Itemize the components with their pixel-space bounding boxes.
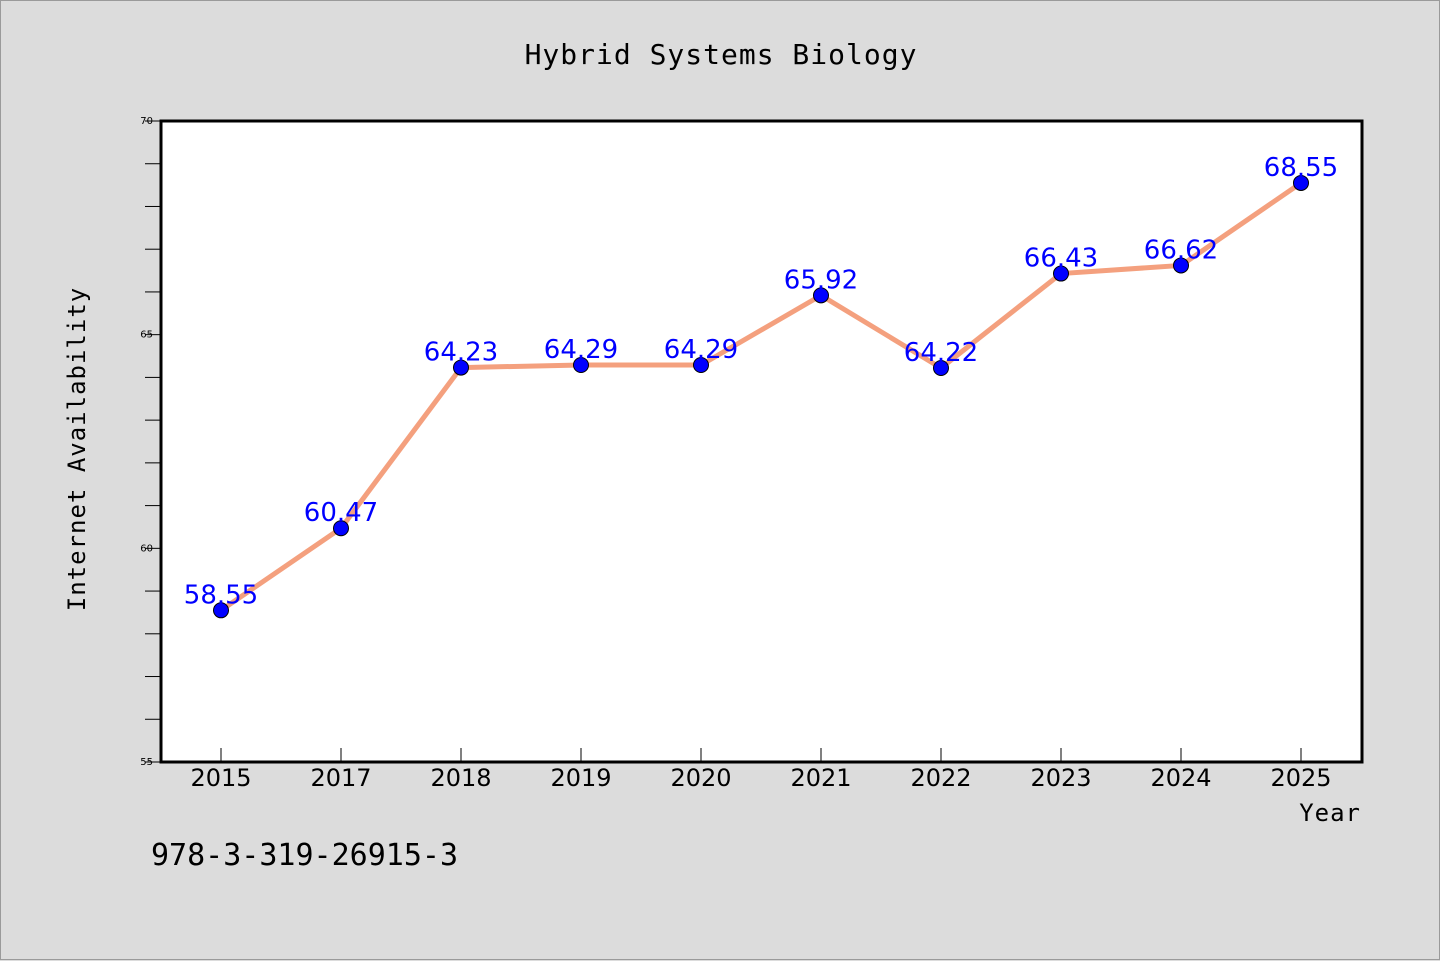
data-label: 64.29 xyxy=(664,335,738,365)
x-tick-label: 2017 xyxy=(310,764,371,792)
data-point xyxy=(573,357,589,374)
data-label: 68.55 xyxy=(1264,153,1338,183)
y-axis-label: Internet Availability xyxy=(63,287,91,611)
data-label: 60.47 xyxy=(304,498,378,528)
y-tick-label: 55 xyxy=(140,757,153,768)
data-point xyxy=(933,359,949,376)
data-labels: 58.55 60.47 64.23 64.29 64.29 65.92 64.22 66.43… xyxy=(184,153,1338,610)
x-tick-label: 2024 xyxy=(1150,764,1211,792)
x-tick-label: 2022 xyxy=(910,764,971,792)
data-point xyxy=(213,602,229,619)
data-label: 66.43 xyxy=(1024,244,1098,274)
data-label: 66.62 xyxy=(1144,235,1218,265)
x-tick-label: 2015 xyxy=(190,764,251,792)
data-point xyxy=(693,357,709,374)
data-label: 65.92 xyxy=(784,265,858,295)
y-tick-label: 65 xyxy=(140,330,153,341)
data-label: 58.55 xyxy=(184,580,258,610)
data-label: 64.23 xyxy=(424,338,498,368)
series-line xyxy=(218,180,1304,613)
data-point xyxy=(1053,265,1069,282)
data-label: 64.29 xyxy=(544,335,618,365)
x-tick-label: 2020 xyxy=(670,764,731,792)
chart-title: Hybrid Systems Biology xyxy=(525,38,918,71)
plot-area xyxy=(159,119,1364,764)
x-tick-label: 2018 xyxy=(430,764,491,792)
y-tick-label: 60 xyxy=(140,543,153,554)
x-axis: 2015 2017 2018 2019 2020 2021 2022 2023 2024 2025 xyxy=(190,748,1332,792)
x-tick-label: 2025 xyxy=(1270,764,1331,792)
x-tick-label: 2023 xyxy=(1030,764,1091,792)
data-point xyxy=(333,520,349,537)
data-point xyxy=(1173,257,1189,274)
data-point xyxy=(1293,174,1309,191)
isbn-text: 978-3-319-26915-3 xyxy=(151,838,458,873)
y-tick-label: 70 xyxy=(140,116,153,127)
data-point xyxy=(453,359,469,376)
series-line-group xyxy=(218,180,1304,613)
x-axis-label: Year xyxy=(1299,799,1361,827)
x-tick-label: 2019 xyxy=(550,764,611,792)
data-points xyxy=(213,174,1309,619)
x-tick-label: 2021 xyxy=(790,764,851,792)
data-point xyxy=(813,287,829,304)
y-axis: 55 60 65 70 xyxy=(140,116,161,768)
data-label: 64.22 xyxy=(904,338,978,368)
